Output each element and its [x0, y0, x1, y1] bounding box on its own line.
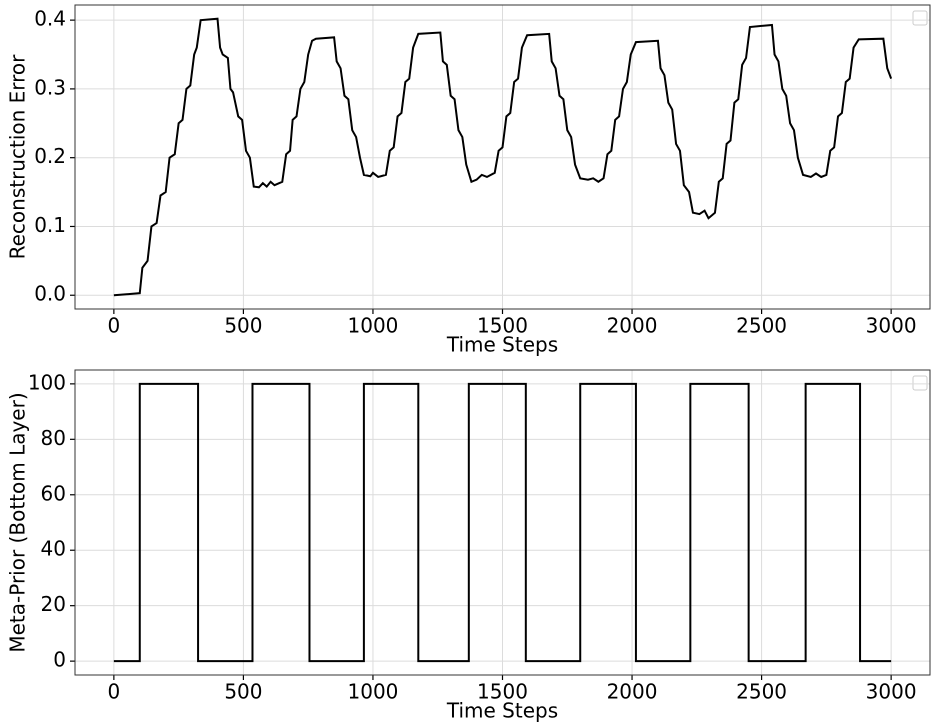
y-axis-label: Reconstruction Error — [6, 54, 30, 260]
legend-box — [912, 10, 928, 26]
y-tick-label: 0.3 — [34, 75, 66, 99]
data-line — [113, 17, 893, 297]
x-tick-label: 1000 — [348, 680, 399, 704]
y-tick-label: 40 — [41, 537, 66, 561]
x-tick-label: 2500 — [736, 680, 787, 704]
x-axis-label: Time Steps — [446, 333, 558, 357]
y-tick-label: 0 — [53, 648, 66, 672]
x-tick-label: 1500 — [477, 314, 528, 338]
y-tick-label: 100 — [28, 370, 66, 394]
data-line — [113, 382, 892, 663]
x-tick-label: 0 — [107, 680, 120, 704]
legend-box — [912, 375, 928, 391]
y-tick-label: 0.4 — [34, 7, 66, 31]
x-tick-label: 1000 — [348, 314, 399, 338]
x-tick-label: 500 — [224, 680, 262, 704]
x-tick-label: 3000 — [866, 680, 917, 704]
x-tick-label: 3000 — [866, 314, 917, 338]
x-tick-label: 2000 — [607, 314, 658, 338]
x-tick-label: 2000 — [607, 680, 658, 704]
y-tick-label: 0.1 — [34, 213, 66, 237]
x-tick-label: 0 — [107, 314, 120, 338]
y-tick-label: 0.0 — [34, 282, 66, 306]
x-tick-label: 500 — [224, 314, 262, 338]
y-tick-label: 20 — [41, 592, 66, 616]
y-axis-label: Meta-Prior (Bottom Layer) — [6, 392, 30, 652]
x-tick-label: 1500 — [477, 680, 528, 704]
axes-frame — [74, 4, 931, 310]
y-tick-label: 0.2 — [34, 144, 66, 168]
x-tick-label: 2500 — [736, 314, 787, 338]
axes-frame — [74, 369, 931, 676]
y-tick-label: 60 — [41, 481, 66, 505]
x-axis-label: Time Steps — [446, 699, 558, 723]
y-tick-label: 80 — [41, 426, 66, 450]
